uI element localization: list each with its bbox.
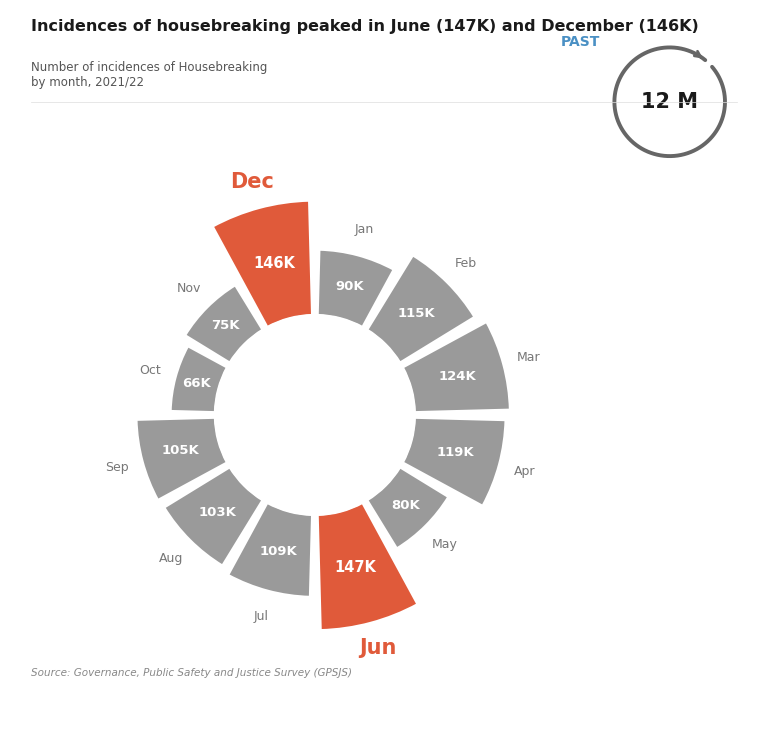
Text: 115K: 115K	[398, 307, 435, 320]
Text: 146K: 146K	[253, 256, 295, 270]
Wedge shape	[136, 418, 227, 500]
Wedge shape	[367, 255, 475, 363]
Circle shape	[215, 315, 415, 515]
Text: 119K: 119K	[436, 446, 474, 459]
Text: PAST: PAST	[561, 35, 601, 49]
Text: May: May	[432, 538, 457, 551]
Text: Jun: Jun	[359, 639, 396, 659]
Text: 90K: 90K	[335, 280, 363, 293]
Text: 103K: 103K	[198, 506, 236, 519]
Text: 105K: 105K	[161, 445, 199, 457]
Text: Mar: Mar	[517, 351, 541, 364]
Wedge shape	[164, 467, 263, 566]
Wedge shape	[228, 502, 313, 597]
Text: Feb: Feb	[455, 257, 477, 270]
Text: 66K: 66K	[183, 377, 211, 390]
Wedge shape	[317, 250, 394, 328]
Text: 147K: 147K	[335, 559, 376, 575]
Text: 124K: 124K	[439, 370, 476, 383]
Text: Nov: Nov	[177, 282, 200, 295]
Wedge shape	[317, 502, 418, 631]
Text: Jan: Jan	[355, 223, 374, 236]
Text: Oct: Oct	[139, 365, 161, 377]
Text: Dec: Dec	[230, 173, 274, 193]
Text: Number of incidences of Housebreaking: Number of incidences of Housebreaking	[31, 61, 267, 74]
Wedge shape	[213, 201, 313, 328]
Wedge shape	[185, 285, 263, 363]
Text: 109K: 109K	[260, 545, 297, 558]
Text: Sep: Sep	[105, 462, 129, 474]
Text: 12 M: 12 M	[641, 92, 698, 112]
Text: Source: Governance, Public Safety and Justice Survey (GPSJS): Source: Governance, Public Safety and Ju…	[31, 668, 352, 678]
Text: Aug: Aug	[159, 552, 184, 565]
Wedge shape	[367, 467, 449, 548]
Text: 75K: 75K	[211, 319, 240, 332]
Text: Jul: Jul	[253, 610, 269, 622]
Text: Incidences of housebreaking peaked in June (147K) and December (146K): Incidences of housebreaking peaked in Ju…	[31, 19, 698, 33]
Wedge shape	[402, 322, 510, 412]
Wedge shape	[402, 418, 505, 506]
Text: Apr: Apr	[514, 465, 535, 478]
Text: by month, 2021/22: by month, 2021/22	[31, 76, 144, 90]
Wedge shape	[170, 346, 227, 412]
Text: 80K: 80K	[391, 499, 420, 512]
